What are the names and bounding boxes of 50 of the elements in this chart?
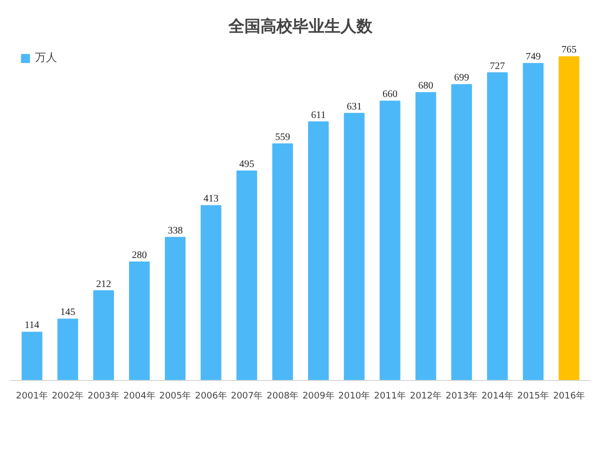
x-tick-label: 2014年: [481, 390, 514, 402]
data-label: 631: [346, 101, 362, 112]
bar: [487, 72, 508, 380]
bar: [272, 143, 293, 380]
bar: [129, 261, 150, 380]
data-label: 699: [454, 72, 470, 84]
bar: [236, 170, 258, 380]
x-tick-label: 2010年: [338, 390, 370, 402]
x-tick-label: 2001年: [16, 390, 48, 402]
data-label: 559: [275, 132, 290, 143]
bar: [164, 236, 186, 380]
legend-label: 万人: [35, 50, 57, 65]
x-tick-label: 2009年: [302, 390, 334, 402]
bar: [451, 84, 472, 380]
x-tick-label: 2015年: [517, 390, 550, 402]
x-tick-label: 2008年: [266, 390, 299, 402]
x-tick-label: 2002年: [52, 390, 84, 402]
bar: [22, 332, 42, 380]
data-label: 611: [311, 110, 326, 121]
data-label: 212: [96, 278, 112, 290]
data-label: 114: [24, 320, 40, 332]
bar: [522, 62, 544, 380]
data-label: 338: [168, 225, 183, 236]
x-tick-label: 2011年: [374, 390, 406, 402]
x-tick-label: 2006年: [195, 390, 227, 402]
data-label: 413: [203, 194, 218, 205]
data-label: 765: [562, 44, 577, 56]
bar: [93, 290, 114, 380]
data-label: 749: [526, 51, 541, 62]
x-tick-label: 2012年: [410, 390, 442, 402]
bar: [558, 56, 580, 380]
bar: [200, 205, 222, 380]
data-label: 495: [239, 158, 254, 170]
bar: [415, 92, 436, 380]
bar: [344, 112, 365, 380]
data-label: 145: [60, 307, 76, 318]
bar: [308, 121, 329, 380]
data-label: 660: [382, 89, 398, 100]
x-tick-label: 2004年: [123, 390, 156, 402]
x-tick-label: 2016年: [553, 390, 585, 402]
bar: [57, 318, 78, 380]
x-tick-label: 2007年: [230, 390, 263, 402]
data-label: 680: [418, 80, 434, 92]
bar: [380, 100, 400, 380]
x-tick-label: 2003年: [88, 390, 120, 402]
chart-title: 全国高校毕业生人数: [228, 16, 374, 36]
x-tick-label: 2005年: [159, 390, 192, 402]
x-tick-label: 2013年: [446, 390, 478, 402]
data-label: 280: [132, 250, 147, 261]
data-label: 727: [490, 60, 505, 72]
